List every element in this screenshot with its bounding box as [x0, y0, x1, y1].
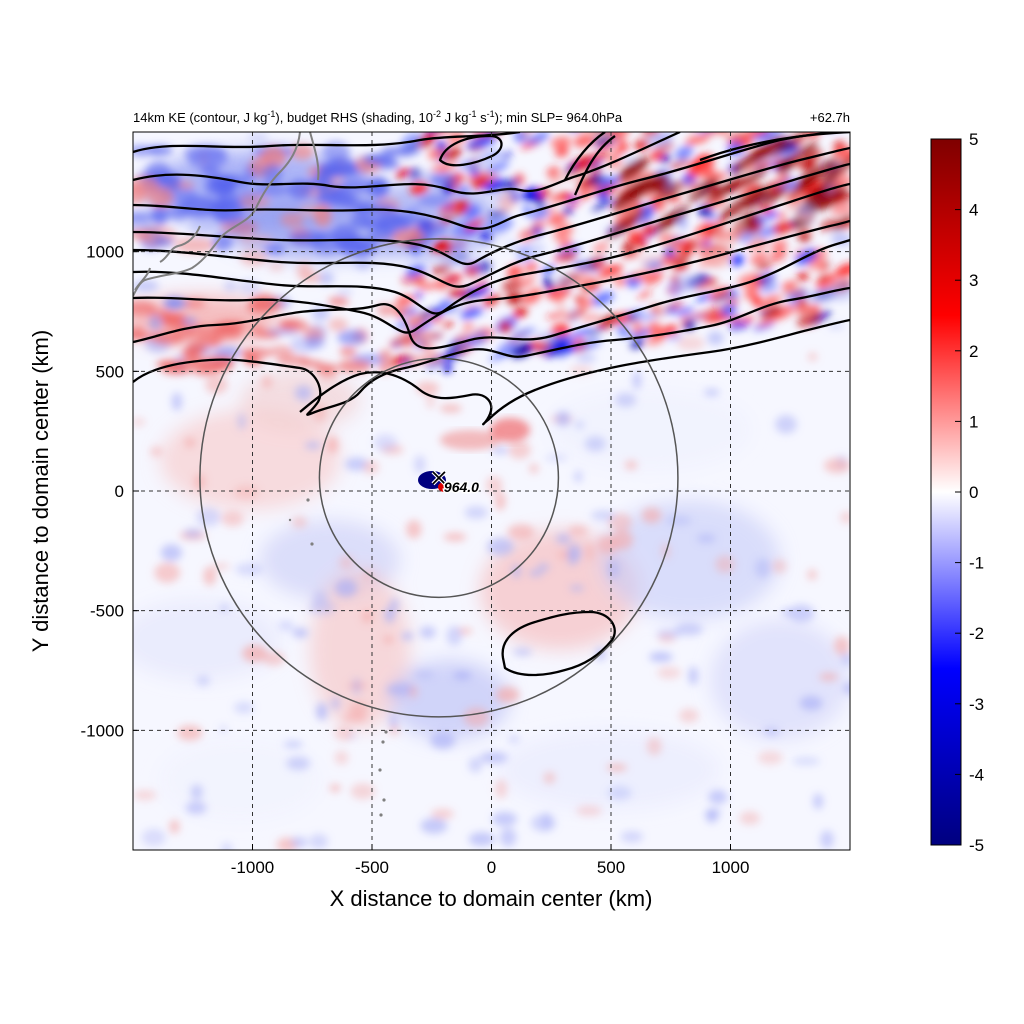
colorbar-tick-label: -1: [969, 554, 984, 573]
chart-title: 14km KE (contour, J kg-1), budget RHS (s…: [133, 109, 623, 125]
forecast-time: +62.7h: [810, 110, 850, 125]
x-tick-label: -500: [355, 858, 389, 877]
x-tick-label: 1000: [712, 858, 750, 877]
storm-pressure-label: 964.0: [444, 479, 479, 495]
y-tick-label: 0: [115, 482, 124, 501]
ke-contour: [563, 132, 850, 196]
colorbar-tick-label: 1: [969, 412, 978, 431]
coastline: [133, 132, 301, 297]
ke-contour: [299, 318, 850, 426]
ke-contour: [133, 162, 850, 288]
ke-contour: [133, 219, 850, 334]
x-tick-label: 0: [487, 858, 496, 877]
y-axis-label: Y distance to domain center (km): [28, 330, 53, 652]
storm-marker: [432, 471, 446, 485]
plot-area: 964.0: [133, 132, 850, 850]
colorbar-tick-label: 3: [969, 271, 978, 290]
ke-contour: [133, 286, 850, 416]
colorbar-tick-label: -5: [969, 836, 984, 855]
ke-contour: [133, 132, 521, 154]
islands: [288, 498, 388, 817]
ke-contour: [133, 132, 850, 230]
ke-contours: [133, 132, 850, 677]
coastline: [309, 132, 320, 181]
colorbar-ticks: -5 -4 -3 -2 -1 0 1 2 3 4 5: [955, 130, 984, 855]
y-tick-label: -1000: [81, 721, 124, 740]
ke-contour: [438, 134, 503, 167]
x-tick-label: 500: [597, 858, 625, 877]
colorbar-tick-label: 5: [969, 130, 978, 149]
colorbar-tick-label: -4: [969, 765, 984, 784]
y-tick-label: -500: [90, 602, 124, 621]
colorbar-tick-label: 2: [969, 342, 978, 361]
x-axis: -1000 -500 0 500 1000: [231, 844, 750, 877]
x-axis-label: X distance to domain center (km): [330, 886, 653, 911]
ke-contour: [133, 132, 681, 195]
shading-noise: [133, 132, 850, 850]
coastlines: [133, 132, 320, 297]
range-circles: [199, 238, 679, 718]
y-tick-label: 500: [96, 362, 124, 381]
x-tick-label: -1000: [231, 858, 274, 877]
y-axis: -1000 -500 0 500 1000: [81, 243, 139, 740]
storm-core-shading: [418, 418, 530, 492]
ke-contour: [133, 182, 850, 315]
ke-contour: [501, 610, 616, 677]
ke-contour: [133, 238, 850, 350]
range-circle: [199, 238, 679, 718]
storm-center: 964.0: [431, 470, 481, 496]
colorbar-tick-label: -2: [969, 624, 984, 643]
colorbar-tick-label: 0: [969, 483, 978, 502]
y-tick-label: 1000: [86, 243, 124, 262]
colorbar-tick-label: -3: [969, 695, 984, 714]
coastline: [134, 267, 151, 291]
range-circle: [318, 357, 560, 599]
coastline: [159, 225, 201, 263]
colorbar-tick-label: 4: [969, 201, 978, 220]
